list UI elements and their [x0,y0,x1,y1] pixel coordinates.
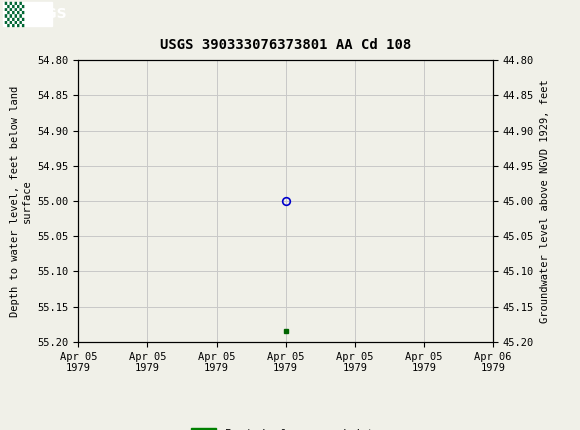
Y-axis label: Depth to water level, feet below land
surface: Depth to water level, feet below land su… [10,86,32,316]
Text: ▒: ▒ [4,1,23,27]
Text: USGS: USGS [5,7,35,21]
Title: USGS 390333076373801 AA Cd 108: USGS 390333076373801 AA Cd 108 [160,38,411,52]
Y-axis label: Groundwater level above NGVD 1929, feet: Groundwater level above NGVD 1929, feet [539,79,549,323]
Legend: Period of approved data: Period of approved data [187,424,385,430]
Bar [3,2,52,26]
Text: USGS: USGS [25,7,67,21]
